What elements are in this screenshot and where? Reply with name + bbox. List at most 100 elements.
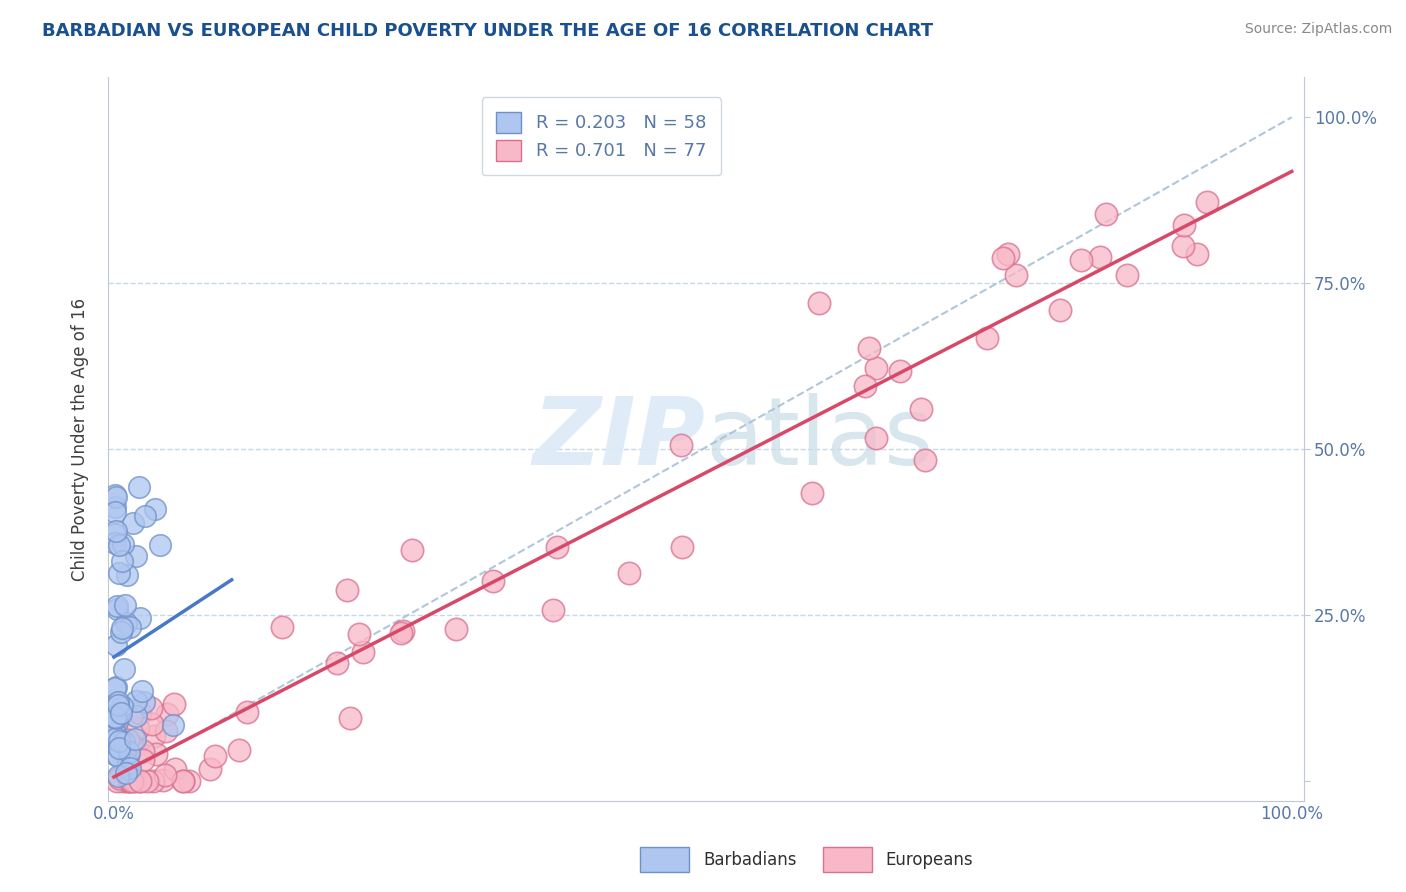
Point [118,773,141,788]
Point [112,537,135,551]
Point [865,431,887,445]
Point [671,540,693,554]
Point [105,714,128,728]
Point [853,379,876,393]
Point [910,402,932,417]
Point [153,768,176,782]
Point [976,331,998,345]
Point [104,681,127,695]
Point [991,251,1014,265]
Point [129,773,152,788]
Point [228,742,250,756]
Point [111,621,134,635]
Legend: R = 0.203   N = 58, R = 0.701   N = 77: R = 0.203 N = 58, R = 0.701 N = 77 [482,97,721,175]
Point [1197,195,1219,210]
Point [145,747,167,762]
Point [114,742,136,756]
Point [352,645,374,659]
Point [104,490,127,504]
Point [143,501,166,516]
Point [115,568,138,582]
Point [128,611,150,625]
Point [108,771,131,785]
Point [149,538,172,552]
Text: ZIP: ZIP [533,393,706,485]
Point [110,706,132,720]
Point [104,726,127,740]
Point [107,695,129,709]
Point [128,773,150,788]
Point [105,601,128,615]
Point [105,524,128,539]
Point [125,694,148,708]
Point [110,624,132,639]
Point [858,341,880,355]
Point [104,747,127,762]
Point [104,527,127,541]
Point [136,773,159,788]
Point [117,747,139,762]
Point [131,743,153,757]
Point [807,296,830,310]
Point [122,516,145,530]
Point [401,542,423,557]
Point [1049,303,1071,318]
Point [914,453,936,467]
Point [152,772,174,787]
Point [865,360,887,375]
Point [107,698,129,712]
Point [104,488,127,502]
Point [669,438,692,452]
Point [1005,268,1028,282]
Point [105,638,128,652]
Point [104,710,127,724]
Point [112,735,135,749]
Point [114,598,136,612]
Point [120,737,142,751]
Point [107,748,129,763]
Point [1173,218,1195,232]
Point [236,705,259,719]
Point [1173,239,1195,253]
Point [129,706,152,720]
Point [391,626,413,640]
Point [124,739,146,754]
Point [104,500,127,514]
Point [125,708,148,723]
Point [117,733,139,747]
Text: Barbadians: Barbadians [703,851,797,869]
Point [104,711,127,725]
Text: Europeans: Europeans [886,851,973,869]
Point [104,506,127,520]
Point [115,765,138,780]
Point [142,773,165,788]
Point [107,706,129,720]
Point [107,566,129,580]
Point [124,732,146,747]
Point [177,773,200,788]
Point [107,769,129,783]
Point [121,773,143,788]
Text: BARBADIAN VS EUROPEAN CHILD POVERTY UNDER THE AGE OF 16 CORRELATION CHART: BARBADIAN VS EUROPEAN CHILD POVERTY UNDE… [42,22,934,40]
Point [103,716,125,731]
Point [200,763,222,777]
Point [114,746,136,760]
Point [163,697,186,711]
Text: Source: ZipAtlas.com: Source: ZipAtlas.com [1244,22,1392,37]
Point [1185,247,1208,261]
Point [997,246,1019,260]
Point [1116,268,1139,283]
Point [111,699,134,714]
Point [889,364,911,378]
Point [347,627,370,641]
Point [124,773,146,788]
Point [172,773,194,788]
Point [391,624,413,638]
Point [481,574,503,588]
Point [105,731,128,745]
Text: atlas: atlas [706,393,934,485]
Point [120,773,142,788]
Point [108,538,131,552]
Point [156,706,179,721]
Point [111,773,134,788]
